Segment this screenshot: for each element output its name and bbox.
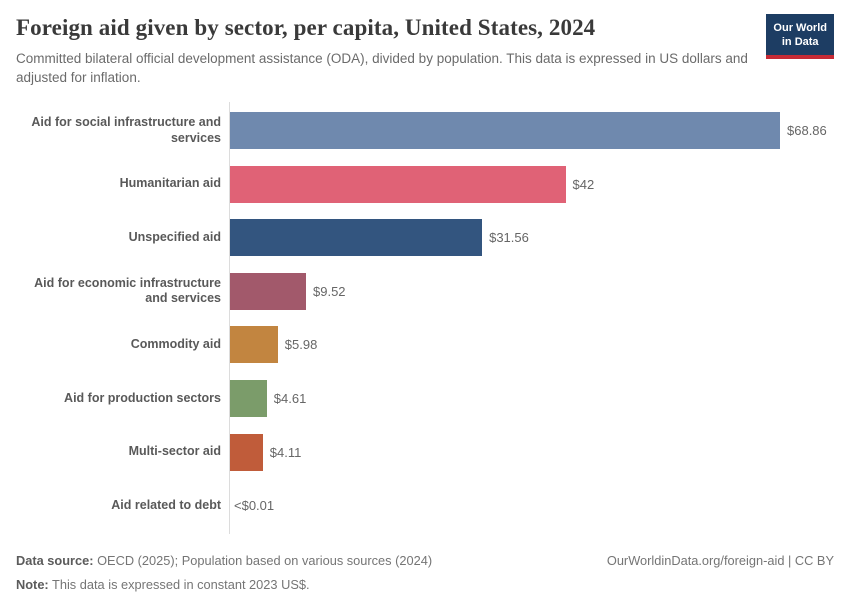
bar-track: $31.56 <box>230 211 834 265</box>
chart-footer: Data source: OECD (2025); Population bas… <box>16 549 834 595</box>
owid-link[interactable]: OurWorldinData.org/foreign-aid | CC BY <box>606 553 834 569</box>
bar-category-label: Commodity aid <box>130 337 221 352</box>
bar-value-label: $5.98 <box>284 337 318 353</box>
bar-track: $4.61 <box>230 372 834 426</box>
bar-track: $68.86 <box>230 104 834 158</box>
data-source-label: Data source: <box>16 553 94 569</box>
bar-track: <$0.01 <box>230 479 834 533</box>
bar-track: $42 <box>230 157 834 211</box>
bar-category-label: Aid for social infrastructure and servic… <box>31 114 221 145</box>
bar-rows: Aid for social infrastructure and servic… <box>16 104 834 533</box>
bar[interactable] <box>230 379 267 417</box>
bar-value-label: <$0.01 <box>234 498 275 514</box>
bar[interactable] <box>230 219 483 257</box>
note-label: Note: <box>16 576 49 592</box>
bar-category-label: Aid for production sectors <box>64 390 221 405</box>
bar[interactable] <box>230 433 263 471</box>
bar-category-label: Humanitarian aid <box>119 176 221 191</box>
bar[interactable] <box>230 165 566 203</box>
owid-logo-line1: Our World <box>773 22 827 34</box>
bar-value-label: $31.56 <box>489 230 529 246</box>
bar[interactable] <box>230 326 278 364</box>
chart-header: Foreign aid given by sector, per capita,… <box>16 14 834 88</box>
bar-category-label: Aid related to debt <box>111 497 221 512</box>
bar-value-label: $4.61 <box>273 390 307 406</box>
data-source-text: OECD (2025); Population based on various… <box>93 553 433 569</box>
data-source-line: Data source: OECD (2025); Population bas… <box>16 549 432 572</box>
bar-row: Aid for social infrastructure and servic… <box>16 104 834 158</box>
page-title: Foreign aid given by sector, per capita,… <box>16 15 596 40</box>
bar-track: $4.11 <box>230 425 834 479</box>
bar-row: Multi-sector aid $4.11 <box>16 425 834 479</box>
bar-track: $9.52 <box>230 265 834 319</box>
chart-subtitle: Committed bilateral official development… <box>16 50 748 86</box>
bar-row: Unspecified aid $31.56 <box>16 211 834 265</box>
bar-row: Aid for economic infrastructure and serv… <box>16 265 834 319</box>
bar-category-label: Aid for economic infrastructure and serv… <box>34 275 221 306</box>
bar-value-label: $4.11 <box>269 444 302 460</box>
header-text: Foreign aid given by sector, per capita,… <box>16 14 754 88</box>
bar[interactable] <box>230 112 780 150</box>
bar[interactable] <box>230 272 306 310</box>
bar-value-label: $42 <box>572 176 595 192</box>
note-line: Note: This data is expressed in constant… <box>16 573 432 596</box>
bar-value-label: $68.86 <box>787 123 827 139</box>
owid-logo-line2: in Data <box>781 36 819 49</box>
bar-category-label: Unspecified aid <box>128 229 221 244</box>
note-text: This data is expressed in constant 2023 … <box>48 576 310 592</box>
footer-left: Data source: OECD (2025); Population bas… <box>16 549 432 595</box>
bar-category-label: Multi-sector aid <box>128 444 221 459</box>
owid-logo[interactable]: Our World in Data <box>766 14 834 59</box>
bar-value-label: $9.52 <box>313 283 346 299</box>
bar-row: Commodity aid $5.98 <box>16 318 834 372</box>
bar-row: Aid for production sectors $4.61 <box>16 372 834 426</box>
bar-row: Aid related to debt <$0.01 <box>16 479 834 533</box>
bar-row: Humanitarian aid $42 <box>16 157 834 211</box>
y-axis-line <box>229 101 230 535</box>
bar-chart: Aid for social infrastructure and servic… <box>16 101 834 535</box>
bar-track: $5.98 <box>230 318 834 372</box>
